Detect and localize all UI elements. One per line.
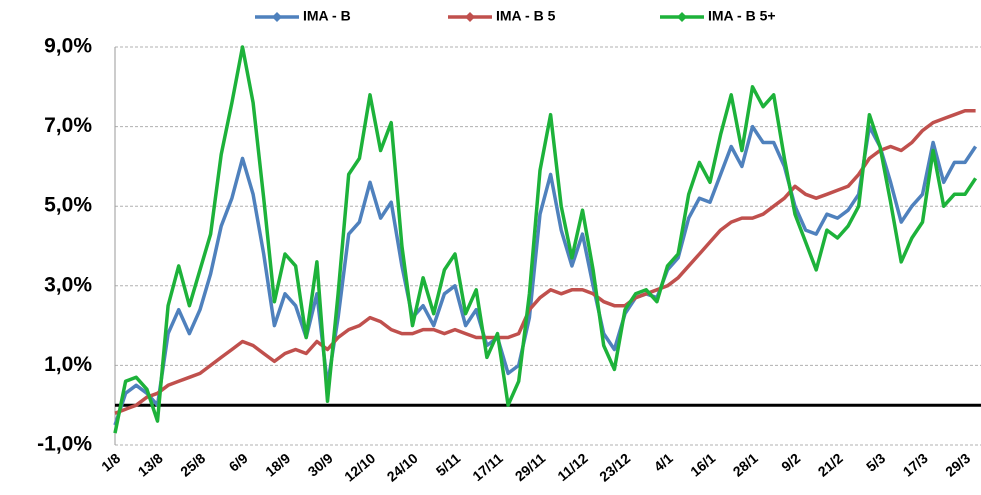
x-tick-label: 21/2 — [815, 450, 846, 480]
x-tick-label: 5/3 — [863, 450, 888, 475]
x-tick-label: 25/8 — [177, 450, 208, 480]
x-tick-label: 4/1 — [651, 450, 676, 475]
x-tick-label: 9/2 — [778, 450, 803, 475]
x-tick-label: 6/9 — [226, 450, 251, 475]
data-line — [114, 108, 976, 415]
data-line — [113, 124, 978, 426]
y-tick-label: 1,0% — [44, 353, 92, 376]
x-tick-label: 23/12 — [596, 450, 633, 485]
x-tick-label: 29/3 — [942, 450, 973, 480]
y-tick-label: 5,0% — [44, 194, 92, 217]
x-tick-label: 18/9 — [262, 450, 293, 480]
x-tick-label: 29/11 — [512, 450, 549, 484]
x-tick-label: 17/11 — [469, 450, 506, 484]
legend-item: IMA - B 5 — [448, 8, 556, 24]
data-line — [113, 45, 978, 434]
x-tick-label: 12/10 — [341, 450, 378, 485]
x-tick-label: 28/1 — [730, 450, 761, 480]
x-tick-label: 11/12 — [554, 450, 591, 484]
y-tick-label: 3,0% — [44, 273, 92, 296]
legend-label: IMA - B 5 — [496, 8, 556, 24]
legend-item: IMA - B 5+ — [660, 8, 776, 24]
x-tick-label: 16/1 — [687, 450, 718, 480]
y-tick-label: 7,0% — [44, 114, 92, 137]
x-tick-label: 1/8 — [98, 450, 123, 475]
y-tick-label: 9,0% — [44, 35, 92, 58]
legend-label: IMA - B 5+ — [708, 8, 776, 24]
legend-marker — [677, 12, 687, 22]
x-tick-label: 13/8 — [135, 450, 166, 480]
x-tick-label: 24/10 — [384, 450, 421, 485]
legend-item: IMA - B — [255, 8, 351, 24]
legend-label: IMA - B — [303, 8, 351, 24]
legend-marker — [272, 12, 282, 22]
x-tick-label: 5/11 — [433, 450, 464, 479]
x-tick-label: 30/9 — [305, 450, 336, 480]
x-tick-label: 17/3 — [900, 450, 931, 480]
legend-marker — [465, 12, 475, 22]
y-tick-label: -1,0% — [37, 433, 92, 456]
